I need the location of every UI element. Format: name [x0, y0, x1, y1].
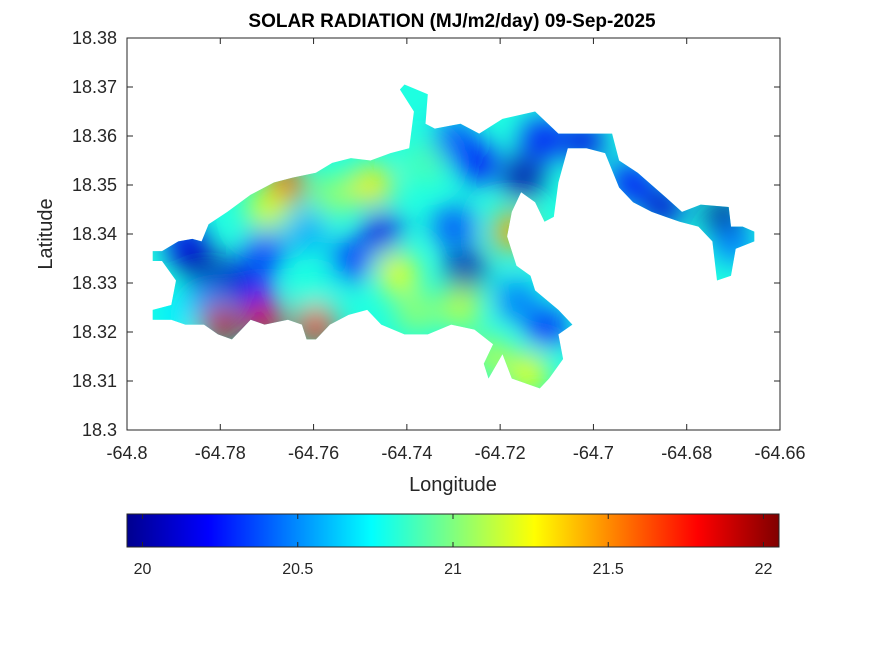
heatmap-cell: [314, 174, 355, 215]
colorbar: [126, 513, 780, 548]
colorbar-tick-label: 20.5: [282, 561, 313, 578]
heatmap-cell: [244, 231, 285, 272]
colorbar-tick-label: 21: [444, 561, 462, 578]
heatmap-cell: [503, 157, 544, 198]
y-tick-label: 18.33: [72, 273, 117, 293]
chart-title: SOLAR RADIATION (MJ/m2/day) 09-Sep-2025: [248, 11, 656, 32]
heatmap-cell: [405, 142, 446, 183]
y-tick-label: 18.36: [72, 126, 117, 146]
y-axis-label: Latitude: [35, 198, 57, 269]
heatmap-cell: [433, 206, 474, 247]
x-tick-label: -64.66: [754, 443, 805, 463]
x-tick-label: -64.72: [475, 443, 526, 463]
colorbar-tick-label: 22: [755, 561, 773, 578]
y-tick-label: 18.38: [72, 28, 117, 48]
heatmap-cell: [396, 292, 437, 333]
y-tick-label: 18.31: [72, 371, 117, 391]
y-axis: 18.3 18.31 18.32 18.33 18.34 18.35 18.36 18.37 1…: [72, 28, 780, 440]
x-axis-label: Longitude: [409, 474, 497, 496]
heatmap-cell: [433, 120, 474, 161]
colorbar-tick-label: 21.5: [593, 561, 624, 578]
x-tick-label: -64.68: [661, 443, 712, 463]
x-axis: -64.8 -64.78 -64.76 -64.74 -64.72 -64.7 -64.68…: [106, 38, 806, 463]
heatmap-cell: [440, 287, 481, 328]
x-tick-label: -64.76: [288, 443, 339, 463]
heatmap-cell: [496, 280, 537, 321]
y-tick-label: 18.32: [72, 322, 117, 342]
y-tick-label: 18.37: [72, 77, 117, 97]
heatmap-cell: [293, 267, 334, 308]
heatmap-cell: [330, 240, 371, 281]
x-tick-label: -64.8: [106, 443, 147, 463]
y-tick-label: 18.34: [72, 224, 117, 244]
heatmap-cell: [246, 189, 287, 230]
heatmap-cell: [377, 253, 418, 294]
x-tick-label: -64.78: [195, 443, 246, 463]
heatmap-cell: [526, 307, 567, 348]
colorbar-tick-label: 20: [134, 561, 152, 578]
heatmap-cell: [361, 211, 402, 252]
x-tick-label: -64.74: [381, 443, 432, 463]
y-tick-label: 18.35: [72, 175, 117, 195]
colorbar-ticks: 20 20.5 21 21.5 22: [134, 514, 773, 578]
heatmap-cell: [522, 118, 563, 159]
heatmap-cell: [286, 211, 327, 252]
y-tick-label: 18.3: [82, 420, 117, 440]
heatmap-cell: [351, 165, 392, 205]
heatmap-cell: [445, 250, 486, 291]
x-tick-label: -64.7: [573, 443, 614, 463]
